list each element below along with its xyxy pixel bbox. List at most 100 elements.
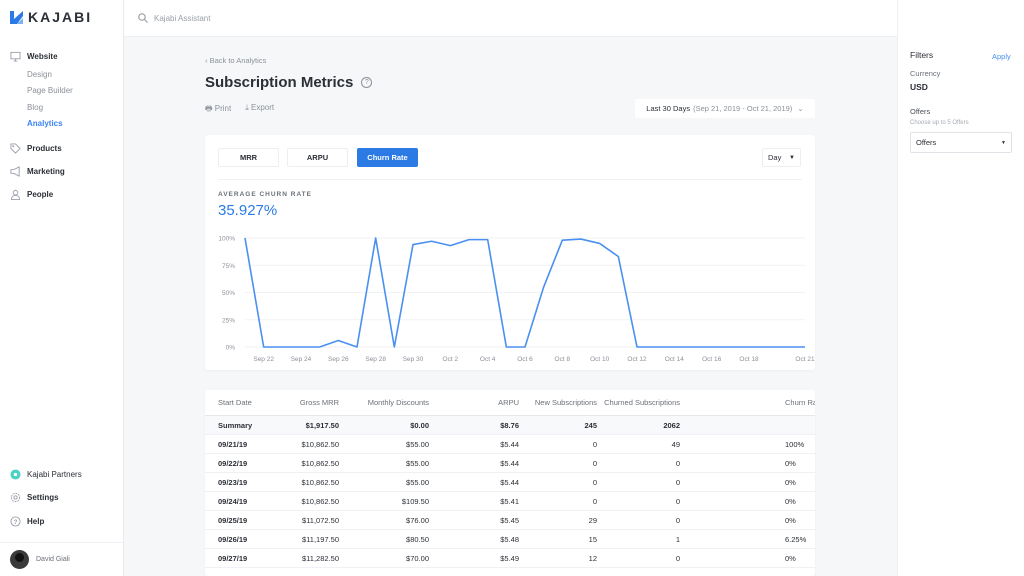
table-cell: 29 [588, 516, 597, 525]
table-row: 09/21/19 $10,862.50 $55.00 $5.44 0 49 100% [205, 435, 815, 454]
date-range-dates: (Sep 21, 2019 - Oct 21, 2019) [693, 104, 793, 113]
sidebar-item-label: Products [27, 144, 62, 153]
user-profile[interactable]: David Giali [0, 542, 123, 576]
sidebar-item-label: Marketing [27, 167, 65, 176]
tab-arpu[interactable]: ARPU [287, 148, 348, 167]
print-button[interactable]: 🖶 Print [205, 104, 232, 113]
table-cell: 09/25/19 [218, 516, 248, 525]
x-tick-label: Oct 10 [590, 356, 610, 363]
x-tick-label: Oct 2 [443, 356, 459, 363]
sidebar-item-help[interactable]: ? Help [10, 516, 44, 527]
table-cell: 245 [584, 421, 597, 430]
sidebar-item-website[interactable]: Website [10, 51, 58, 62]
sidebar-item-products[interactable]: Products [10, 143, 62, 154]
table-cell: $109.50 [401, 497, 429, 506]
column-header[interactable]: New Subscriptions [534, 398, 597, 407]
apply-button[interactable]: Apply [992, 52, 1011, 61]
table-cell: $55.00 [406, 478, 429, 487]
table-cell: $10,862.50 [301, 459, 339, 468]
sidebar-item-kajabi-partners[interactable]: Kajabi Partners [10, 469, 82, 480]
offers-label: Offers [910, 107, 931, 116]
currency-label: Currency [910, 69, 941, 78]
average-churn-value: 35.927% [218, 202, 278, 219]
topbar: Kajabi Assistant [124, 0, 897, 37]
monitor-icon [10, 51, 21, 62]
table-cell: 09/26/19 [218, 535, 248, 544]
y-tick-label: 0% [226, 345, 236, 352]
table-cell: $11,282.50 [302, 554, 339, 563]
table-row: 09/23/19 $10,862.50 $55.00 $5.44 0 0 0% [205, 473, 815, 492]
table-cell: 0 [592, 478, 597, 487]
table-cell: 12 [588, 554, 597, 563]
table-cell: 2062 [663, 421, 680, 430]
sidebar-item-settings[interactable]: Settings [10, 492, 59, 503]
table-row: 09/27/19 $11,282.50 $70.00 $5.49 12 0 0% [205, 549, 815, 568]
x-tick-label: Oct 16 [702, 356, 722, 363]
table-cell: 0 [675, 516, 680, 525]
table-row: 09/26/19 $11,197.50 $80.50 $5.48 15 1 6.25% [205, 530, 815, 549]
help-circle-icon[interactable]: ? [361, 77, 373, 88]
back-to-analytics-link[interactable]: ‹ Back to Analytics [205, 56, 267, 65]
sidebar-item-page-builder[interactable]: Page Builder [27, 86, 73, 95]
page-title: Subscription Metrics? [205, 74, 373, 91]
table-cell: 49 [671, 440, 680, 449]
table-cell: $10,862.50 [301, 497, 339, 506]
x-tick-label: Sep 22 [253, 356, 274, 363]
table-cell: 0 [592, 440, 597, 449]
table-cell: 0 [675, 459, 680, 468]
interval-select[interactable]: Day ▼ [762, 148, 801, 167]
user-name: David Giali [36, 556, 70, 563]
table-row: 09/25/19 $11,072.50 $76.00 $5.45 29 0 0% [205, 511, 815, 530]
table-cell: 0% [785, 497, 796, 506]
column-header[interactable]: ARPU [498, 398, 519, 407]
currency-value: USD [910, 82, 928, 92]
column-header[interactable]: Churned Subscriptions [604, 398, 680, 407]
sidebar-item-analytics[interactable]: Analytics [27, 119, 63, 128]
page-actions: 🖶 Print ⤓ Export [205, 103, 274, 117]
sidebar-item-label: Website [27, 52, 58, 61]
megaphone-icon [10, 166, 20, 177]
sidebar-item-label: Kajabi Partners [27, 470, 82, 479]
column-header[interactable]: Gross MRR [299, 398, 339, 407]
kajabi-logo-icon [10, 10, 23, 24]
table-cell: $11,072.50 [302, 516, 339, 525]
sidebar: KAJABI Website Design Page Builder Blog … [0, 0, 124, 576]
table-cell: 0% [785, 478, 796, 487]
table-cell: $70.00 [406, 554, 429, 563]
table-cell: $5.44 [500, 459, 519, 468]
column-header[interactable]: Churn Rate [785, 398, 815, 407]
search-input[interactable]: Kajabi Assistant [154, 13, 211, 23]
table-cell: Summary [218, 421, 253, 430]
sidebar-item-design[interactable]: Design [27, 70, 52, 79]
tab-churn-rate[interactable]: Churn Rate [357, 148, 418, 167]
sidebar-item-people[interactable]: People [10, 189, 53, 200]
average-churn-label: AVERAGE CHURN RATE [218, 191, 312, 198]
table-cell: $5.49 [500, 554, 519, 563]
column-header[interactable]: Start Date [218, 398, 252, 407]
table-cell: 1 [675, 535, 680, 544]
date-range-label: Last 30 Days [646, 104, 691, 113]
print-label: Print [214, 104, 232, 113]
column-header[interactable]: Monthly Discounts [367, 398, 429, 407]
offers-select[interactable]: Offers ▼ [910, 132, 1012, 153]
chart-card: MRR ARPU Churn Rate Day ▼ AVERAGE CHURN R… [205, 135, 815, 370]
table-cell: $5.44 [500, 440, 519, 449]
tab-mrr[interactable]: MRR [218, 148, 279, 167]
caret-down-icon: ▼ [1001, 139, 1006, 146]
sidebar-item-blog[interactable]: Blog [27, 103, 44, 112]
table-cell: 0% [785, 516, 796, 525]
date-range-select[interactable]: Last 30 Days (Sep 21, 2019 - Oct 21, 201… [635, 99, 815, 118]
table-cell: $5.44 [500, 478, 519, 487]
sidebar-item-marketing[interactable]: Marketing [10, 166, 65, 177]
table-cell: 09/27/19 [218, 554, 248, 563]
search-icon [138, 13, 148, 23]
export-button[interactable]: ⤓ Export [245, 103, 275, 112]
table-cell: 15 [588, 535, 597, 544]
brand-name: KAJABI [28, 9, 93, 25]
kajabi-logo[interactable]: KAJABI [10, 9, 92, 25]
tag-icon [10, 143, 21, 154]
filters-panel: Filters Apply Currency USD Offers Choose… [897, 0, 1024, 576]
table-cell: $0.00 [410, 421, 429, 430]
table-cell: $8.76 [500, 421, 519, 430]
table-cell: 0 [675, 497, 680, 506]
